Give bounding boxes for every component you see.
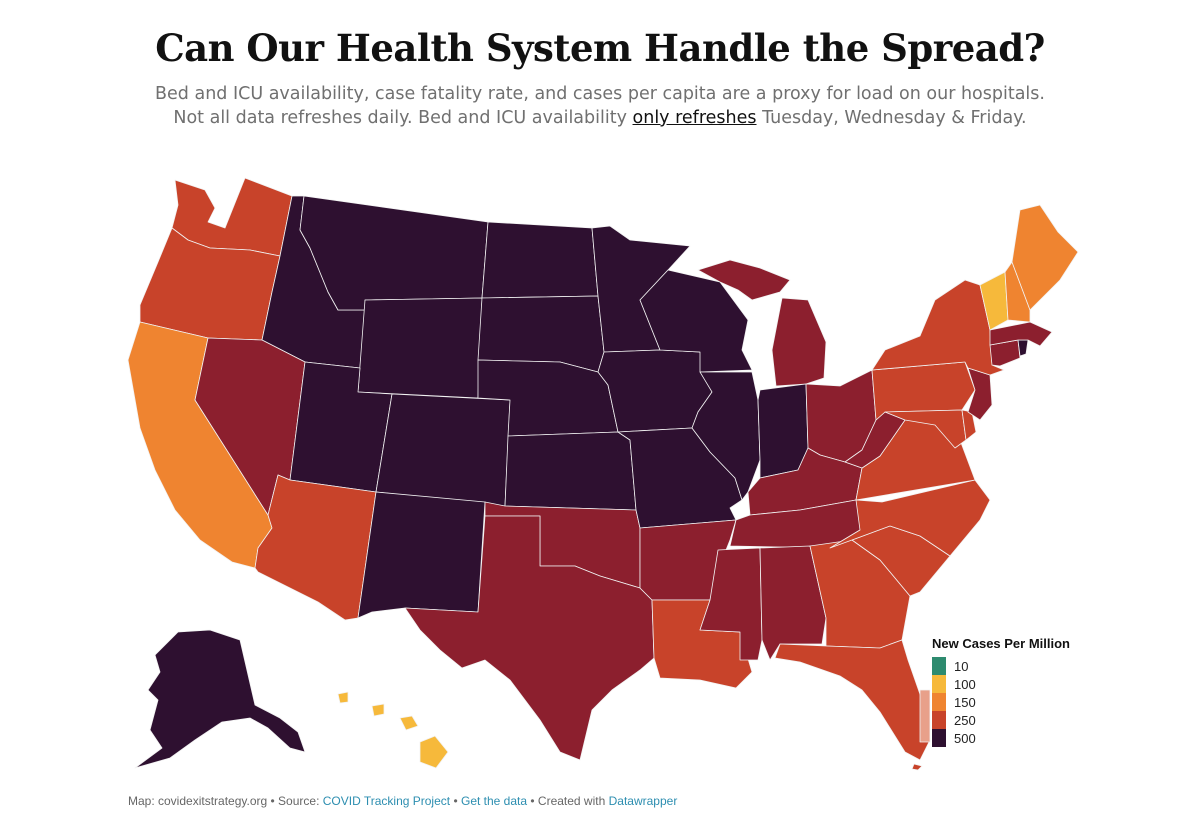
legend-title: New Cases Per Million xyxy=(932,636,1070,651)
state-arizona[interactable] xyxy=(254,474,377,621)
state-illinois[interactable] xyxy=(691,371,761,501)
subtitle-line-2-start: Not all data refreshes daily. Bed and IC… xyxy=(173,108,633,128)
legend-item: 250 xyxy=(932,711,1070,729)
map-title: Can Our Health System Handle the Spread? xyxy=(155,26,1045,70)
state-alaska[interactable] xyxy=(134,629,306,769)
state-colorado[interactable] xyxy=(375,393,511,507)
legend-item: 500 xyxy=(932,729,1070,747)
state-north-dakota[interactable] xyxy=(481,221,599,299)
subtitle-line-2: Not all data refreshes daily. Bed and IC… xyxy=(0,106,1200,130)
state-michigan-lower[interactable] xyxy=(771,297,827,387)
state-montana[interactable] xyxy=(299,195,489,311)
footer-created-with: • Created with xyxy=(527,794,609,808)
map-annotation-sliver xyxy=(919,689,931,743)
state-florida-keys[interactable] xyxy=(911,763,923,771)
legend-label: 100 xyxy=(954,677,976,692)
state-hawaii-kauai[interactable] xyxy=(337,691,349,704)
state-new-mexico[interactable] xyxy=(357,491,486,619)
footer-separator: • xyxy=(450,794,461,808)
state-maine[interactable] xyxy=(1011,204,1079,311)
state-new-hampshire[interactable] xyxy=(1004,261,1031,323)
state-texas[interactable] xyxy=(404,515,655,761)
get-the-data-link[interactable]: Get the data xyxy=(460,794,528,808)
legend-label: 250 xyxy=(954,713,976,728)
legend-swatch xyxy=(932,729,946,747)
footer-source-prefix: Map: covidexitstrategy.org • Source: xyxy=(128,794,323,808)
state-massachusetts[interactable] xyxy=(989,321,1053,347)
legend-label: 500 xyxy=(954,731,976,746)
map-subtitle: Bed and ICU availability, case fatality … xyxy=(0,82,1200,130)
legend-label: 150 xyxy=(954,695,976,710)
state-michigan-upper[interactable] xyxy=(697,259,791,301)
state-hawaii-maui[interactable] xyxy=(399,715,419,731)
legend-item: 10 xyxy=(932,657,1070,675)
state-hawaii-big-island[interactable] xyxy=(419,735,449,769)
legend-item: 150 xyxy=(932,693,1070,711)
state-rhode-island[interactable] xyxy=(1017,339,1029,357)
state-kansas[interactable] xyxy=(504,431,637,511)
map-footer: Map: covidexitstrategy.org • Source: COV… xyxy=(128,794,677,808)
state-wyoming[interactable] xyxy=(357,297,483,399)
state-north-carolina[interactable] xyxy=(829,479,991,557)
legend-label: 10 xyxy=(954,659,969,674)
legend-item: 100 xyxy=(932,675,1070,693)
legend-swatch xyxy=(932,693,946,711)
only-refreshes-link[interactable]: only refreshes xyxy=(632,108,757,128)
legend-swatch xyxy=(932,657,946,675)
map-legend: New Cases Per Million 10 100 150 250 500 xyxy=(932,636,1070,747)
legend-swatch xyxy=(932,675,946,693)
datawrapper-link[interactable]: Datawrapper xyxy=(608,794,678,808)
state-florida[interactable] xyxy=(774,639,931,761)
subtitle-line-1: Bed and ICU availability, case fatality … xyxy=(155,84,1045,104)
state-hawaii-oahu[interactable] xyxy=(371,703,385,717)
covid-tracking-project-link[interactable]: COVID Tracking Project xyxy=(322,794,451,808)
subtitle-line-2-end: Tuesday, Wednesday & Friday. xyxy=(756,108,1027,128)
legend-swatch xyxy=(932,711,946,729)
